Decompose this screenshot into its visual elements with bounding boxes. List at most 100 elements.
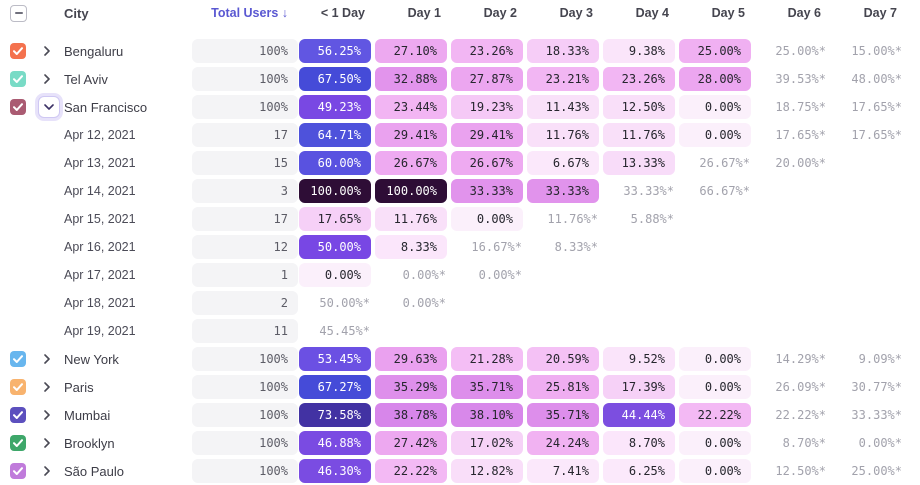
retention-cell[interactable]: 28.00% [679, 67, 751, 91]
row-checkbox[interactable] [10, 351, 26, 367]
chevron-right-icon [44, 438, 50, 448]
retention-cell[interactable]: 26.67% [451, 151, 523, 175]
retention-cell[interactable]: 0.00% [299, 263, 371, 287]
retention-cell[interactable]: 0.00% [679, 123, 751, 147]
empty-cell [754, 263, 830, 287]
column-header-total-users[interactable]: Total Users ↓ [211, 6, 288, 20]
retention-cell[interactable]: 23.21% [527, 67, 599, 91]
retention-cell[interactable]: 11.43% [527, 95, 599, 119]
retention-cell[interactable]: 64.71% [299, 123, 371, 147]
retention-cell-estimated: 8.70%* [782, 436, 826, 450]
retention-cell[interactable]: 67.27% [299, 375, 371, 399]
row-checkbox[interactable] [10, 71, 26, 87]
retention-cell[interactable]: 35.71% [451, 375, 523, 399]
retention-cell[interactable]: 6.67% [527, 151, 599, 175]
retention-cell[interactable]: 12.82% [451, 459, 523, 483]
retention-cell[interactable]: 7.41% [527, 459, 599, 483]
retention-cell[interactable]: 29.41% [451, 123, 523, 147]
retention-cell[interactable]: 17.65% [299, 207, 371, 231]
column-header-city: City [64, 5, 89, 21]
expand-row-button[interactable] [38, 42, 56, 60]
retention-cell[interactable]: 8.70% [603, 431, 675, 455]
retention-cell[interactable]: 29.41% [375, 123, 447, 147]
retention-cell[interactable]: 9.52% [603, 347, 675, 371]
retention-cell[interactable]: 17.39% [603, 375, 675, 399]
retention-cell[interactable]: 11.76% [375, 207, 447, 231]
retention-cell[interactable]: 22.22% [375, 459, 447, 483]
total-users-cell: 100% [192, 67, 298, 91]
city-label: Brooklyn [64, 435, 115, 451]
retention-cell[interactable]: 9.38% [603, 39, 675, 63]
retention-cell[interactable]: 27.10% [375, 39, 447, 63]
retention-cell[interactable]: 17.02% [451, 431, 523, 455]
row-checkbox[interactable] [10, 463, 26, 479]
retention-cell[interactable]: 11.76% [527, 123, 599, 147]
retention-cell[interactable]: 23.44% [375, 95, 447, 119]
row-checkbox[interactable] [10, 99, 26, 115]
empty-cell [374, 319, 450, 343]
retention-cell[interactable]: 33.33% [527, 179, 599, 203]
retention-cell[interactable]: 53.45% [299, 347, 371, 371]
retention-cell-estimated: 11.76%* [547, 212, 598, 226]
expand-row-button[interactable] [38, 434, 56, 452]
retention-cell[interactable]: 32.88% [375, 67, 447, 91]
select-all-checkbox[interactable] [10, 4, 27, 22]
retention-cell-estimated: 18.75%* [775, 100, 826, 114]
retention-cell[interactable]: 38.78% [375, 403, 447, 427]
retention-cell[interactable]: 0.00% [679, 431, 751, 455]
retention-cell[interactable]: 0.00% [679, 95, 751, 119]
retention-cell[interactable]: 18.33% [527, 39, 599, 63]
retention-cell[interactable]: 33.33% [451, 179, 523, 203]
select-all-cell [10, 4, 38, 22]
retention-cell[interactable]: 23.26% [451, 39, 523, 63]
retention-cell[interactable]: 29.63% [375, 347, 447, 371]
retention-cell[interactable]: 6.25% [603, 459, 675, 483]
retention-cell[interactable]: 12.50% [603, 95, 675, 119]
expand-row-button[interactable] [38, 350, 56, 368]
retention-cell[interactable]: 35.71% [527, 403, 599, 427]
retention-cell[interactable]: 49.23% [299, 95, 371, 119]
retention-cell[interactable]: 67.50% [299, 67, 371, 91]
retention-cell[interactable]: 25.81% [527, 375, 599, 399]
retention-cell[interactable]: 100.00% [299, 179, 371, 203]
retention-cell[interactable]: 24.24% [527, 431, 599, 455]
collapse-row-button[interactable] [38, 96, 60, 118]
retention-cell[interactable]: 26.67% [375, 151, 447, 175]
retention-cell[interactable]: 44.44% [603, 403, 675, 427]
row-checkbox[interactable] [10, 43, 26, 59]
expand-row-button[interactable] [38, 70, 56, 88]
expand-row-button[interactable] [38, 462, 56, 480]
retention-cell[interactable]: 20.59% [527, 347, 599, 371]
expand-row-button[interactable] [38, 406, 56, 424]
retention-cell[interactable]: 21.28% [451, 347, 523, 371]
retention-cell[interactable]: 19.23% [451, 95, 523, 119]
retention-cell[interactable]: 22.22% [679, 403, 751, 427]
retention-cell[interactable]: 27.87% [451, 67, 523, 91]
row-checkbox[interactable] [10, 407, 26, 423]
retention-cell[interactable]: 25.00% [679, 39, 751, 63]
retention-cell[interactable]: 27.42% [375, 431, 447, 455]
row-checkbox[interactable] [10, 435, 26, 451]
retention-cell[interactable]: 56.25% [299, 39, 371, 63]
expand-row-button[interactable] [38, 378, 56, 396]
retention-cell[interactable]: 11.76% [603, 123, 675, 147]
retention-cell[interactable]: 8.33% [375, 235, 447, 259]
retention-cell[interactable]: 50.00% [299, 235, 371, 259]
retention-cell[interactable]: 0.00% [679, 375, 751, 399]
retention-cell[interactable]: 13.33% [603, 151, 675, 175]
retention-cell[interactable]: 46.30% [299, 459, 371, 483]
retention-cell[interactable]: 100.00% [375, 179, 447, 203]
retention-cell[interactable]: 38.10% [451, 403, 523, 427]
date-row: Apr 16, 2021 12 50.00% 8.33% 16.67%* 8.33%* [10, 233, 920, 261]
retention-cell[interactable]: 35.29% [375, 375, 447, 399]
retention-cell[interactable]: 0.00% [679, 459, 751, 483]
total-users-cell: 3 [192, 179, 298, 203]
retention-cell[interactable]: 60.00% [299, 151, 371, 175]
retention-cell[interactable]: 46.88% [299, 431, 371, 455]
row-checkbox[interactable] [10, 379, 26, 395]
retention-cell[interactable]: 73.58% [299, 403, 371, 427]
check-icon [13, 103, 23, 111]
retention-cell[interactable]: 0.00% [679, 347, 751, 371]
retention-cell[interactable]: 0.00% [451, 207, 523, 231]
retention-cell[interactable]: 23.26% [603, 67, 675, 91]
